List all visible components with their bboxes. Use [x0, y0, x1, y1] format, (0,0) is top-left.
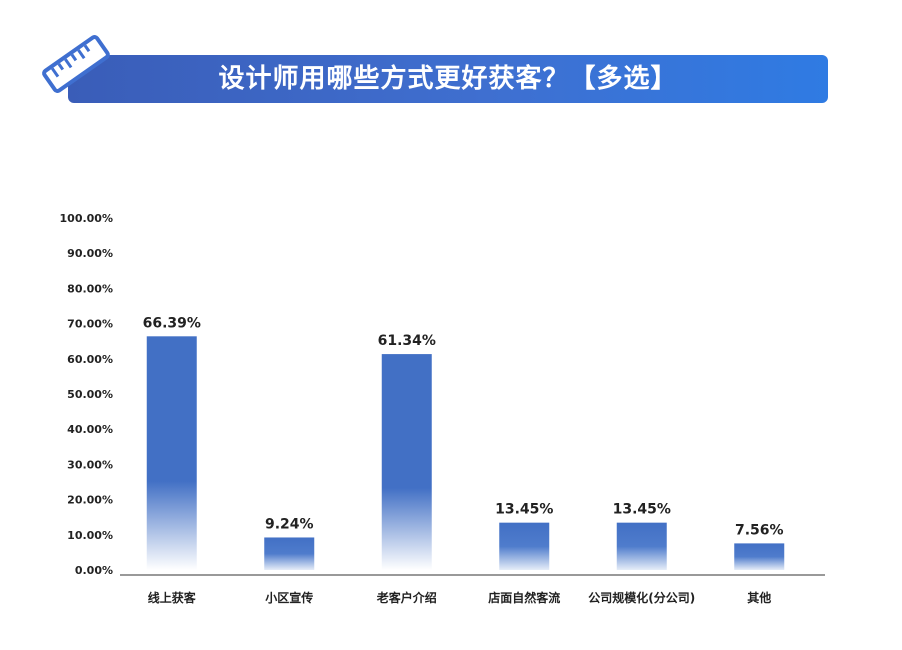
x-tick-label: 其他 [747, 590, 771, 605]
bar [734, 543, 785, 570]
x-tick-label: 老客户介绍 [377, 590, 437, 605]
bar [616, 522, 667, 570]
data-label: 7.56% [735, 522, 784, 538]
y-tick-label: 0.00% [75, 564, 113, 577]
y-tick-label: 100.00% [60, 212, 113, 225]
data-label: 13.45% [495, 502, 553, 518]
y-tick-label: 90.00% [67, 247, 113, 260]
y-tick-label: 20.00% [67, 494, 113, 507]
bar [499, 522, 550, 570]
x-tick-label: 线上获客 [148, 590, 197, 605]
y-tick-label: 30.00% [67, 458, 113, 471]
y-tick-label: 60.00% [67, 353, 113, 366]
chart-title: 设计师用哪些方式更好获客？【多选】 [218, 64, 678, 94]
data-label: 9.24% [265, 516, 314, 532]
y-tick-label: 40.00% [67, 423, 113, 436]
bar [146, 336, 197, 570]
x-tick-label: 公司规模化(分公司) [588, 590, 695, 605]
y-tick-label: 80.00% [67, 282, 113, 295]
bars: 66.39% 9.24% 61.34% 13.45% 13.45% 7.56% [143, 315, 785, 570]
bar [264, 537, 315, 570]
y-axis: 0.00% 10.00% 20.00% 30.00% 40.00% 50.00% 60.00… [60, 212, 113, 577]
data-label: 66.39% [143, 315, 201, 331]
x-axis: 线上获客 小区宣传 老客户介绍 店面自然客流 公司规模化(分公司) 其他 [120, 574, 825, 605]
y-tick-label: 70.00% [67, 318, 113, 331]
x-tick-label: 小区宣传 [265, 590, 313, 605]
x-tick-label: 店面自然客流 [488, 590, 560, 605]
y-tick-label: 50.00% [67, 388, 113, 401]
data-label: 13.45% [613, 502, 671, 518]
data-label: 61.34% [378, 333, 436, 349]
y-tick-label: 10.00% [67, 529, 113, 542]
bar [381, 354, 432, 570]
ruler-icon [42, 34, 110, 94]
title-banner: 设计师用哪些方式更好获客？【多选】 [68, 55, 828, 103]
